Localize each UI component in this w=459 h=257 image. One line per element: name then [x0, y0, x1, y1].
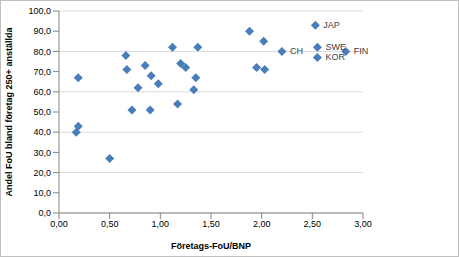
svg-text:40,0: 40,0: [33, 127, 51, 137]
svg-text:1,50: 1,50: [202, 219, 220, 229]
svg-text:KOR: KOR: [325, 52, 345, 62]
svg-text:50,0: 50,0: [33, 107, 51, 117]
svg-text:0,00: 0,00: [50, 219, 68, 229]
svg-text:60,0: 60,0: [33, 87, 51, 97]
svg-text:1,00: 1,00: [152, 219, 170, 229]
svg-text:0,0: 0,0: [38, 208, 51, 218]
svg-text:2,00: 2,00: [253, 219, 271, 229]
svg-text:30,0: 30,0: [33, 148, 51, 158]
svg-text:Företags-FoU/BNP: Företags-FoU/BNP: [171, 241, 251, 251]
svg-text:80,0: 80,0: [33, 47, 51, 57]
svg-text:FIN: FIN: [354, 46, 369, 56]
svg-text:SWE: SWE: [325, 42, 346, 52]
svg-text:0,50: 0,50: [101, 219, 119, 229]
svg-text:Andel FoU bland företag 250+ a: Andel FoU bland företag 250+ anställda: [8, 27, 14, 197]
svg-text:90,0: 90,0: [33, 26, 51, 36]
svg-text:3,00: 3,00: [354, 219, 372, 229]
svg-text:JAP: JAP: [323, 20, 340, 30]
svg-text:10,0: 10,0: [33, 188, 51, 198]
svg-text:70,0: 70,0: [33, 67, 51, 77]
svg-text:100,0: 100,0: [28, 6, 51, 16]
svg-text:2,50: 2,50: [304, 219, 322, 229]
svg-text:CH: CH: [290, 46, 303, 56]
svg-text:20,0: 20,0: [33, 168, 51, 178]
